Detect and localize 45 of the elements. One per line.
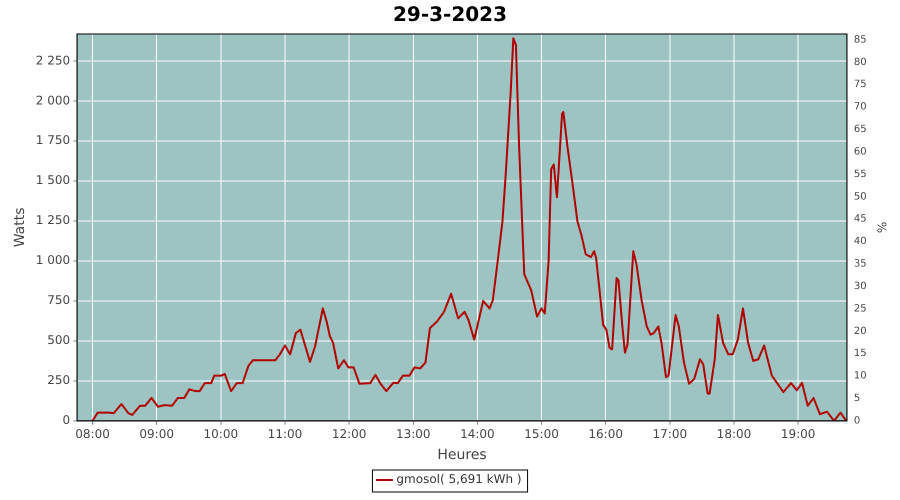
x-tick-label: 19:00 — [780, 427, 816, 442]
y2-tick-label: 5 — [854, 392, 860, 404]
y2-tick-label: 30 — [854, 280, 867, 292]
x-tick-label: 14:00 — [460, 427, 495, 442]
x-tick-label: 13:00 — [396, 427, 431, 442]
y2-tick-label: 40 — [854, 236, 867, 248]
x-tick-label: 17:00 — [652, 427, 688, 442]
y2-tick-label: 55 — [854, 168, 867, 180]
y2-tick-label: 60 — [854, 146, 867, 158]
y2-tick-label: 35 — [854, 258, 867, 270]
x-tick-label: 11:00 — [268, 427, 302, 442]
x-tick-label: 12:00 — [332, 427, 366, 442]
y-tick-label: 1 500 — [36, 173, 70, 188]
y2-tick-label: 70 — [854, 102, 867, 113]
x-tick-label: 08:00 — [75, 427, 110, 442]
y2-tick-label: 65 — [854, 124, 867, 136]
y2-tick-label: 15 — [854, 348, 867, 360]
x-tick-label: 10:00 — [204, 427, 238, 442]
legend-label: gmosol( 5,691 kWh ) — [396, 472, 522, 486]
chart-title: 29-3-2023 — [392, 2, 508, 26]
y-tick-label: 500 — [47, 333, 70, 348]
y2-tick-label: 10 — [854, 370, 867, 382]
y2-axis-title: % — [874, 222, 889, 234]
y-tick-label: 1 750 — [36, 133, 70, 148]
y-tick-label: 1 000 — [36, 253, 70, 268]
y2-tick-label: 25 — [854, 303, 867, 314]
y-tick-label: 2 000 — [36, 93, 70, 108]
y2-tick-label: 50 — [854, 191, 867, 202]
y-axis-title: Watts — [12, 207, 28, 248]
x-tick-label: 15:00 — [524, 427, 559, 442]
y-tick-label: 1 250 — [36, 213, 70, 228]
x-tick-label: 18:00 — [716, 427, 752, 442]
y-tick-label: 0 — [62, 412, 70, 427]
y-tick-label: 2 250 — [36, 53, 70, 68]
y2-tick-label: 75 — [854, 79, 867, 90]
x-tick-label: 09:00 — [139, 427, 174, 442]
y2-tick-label: 45 — [854, 214, 867, 225]
y2-tick-label: 85 — [854, 34, 867, 46]
x-axis-title: Heures — [437, 447, 487, 464]
y2-tick-label: 0 — [854, 415, 860, 426]
y2-tick-label: 80 — [854, 56, 867, 68]
y-tick-label: 250 — [47, 372, 70, 387]
y2-tick-label: 20 — [854, 326, 867, 337]
x-tick-label: 16:00 — [588, 427, 623, 442]
y-tick-label: 750 — [47, 293, 70, 308]
